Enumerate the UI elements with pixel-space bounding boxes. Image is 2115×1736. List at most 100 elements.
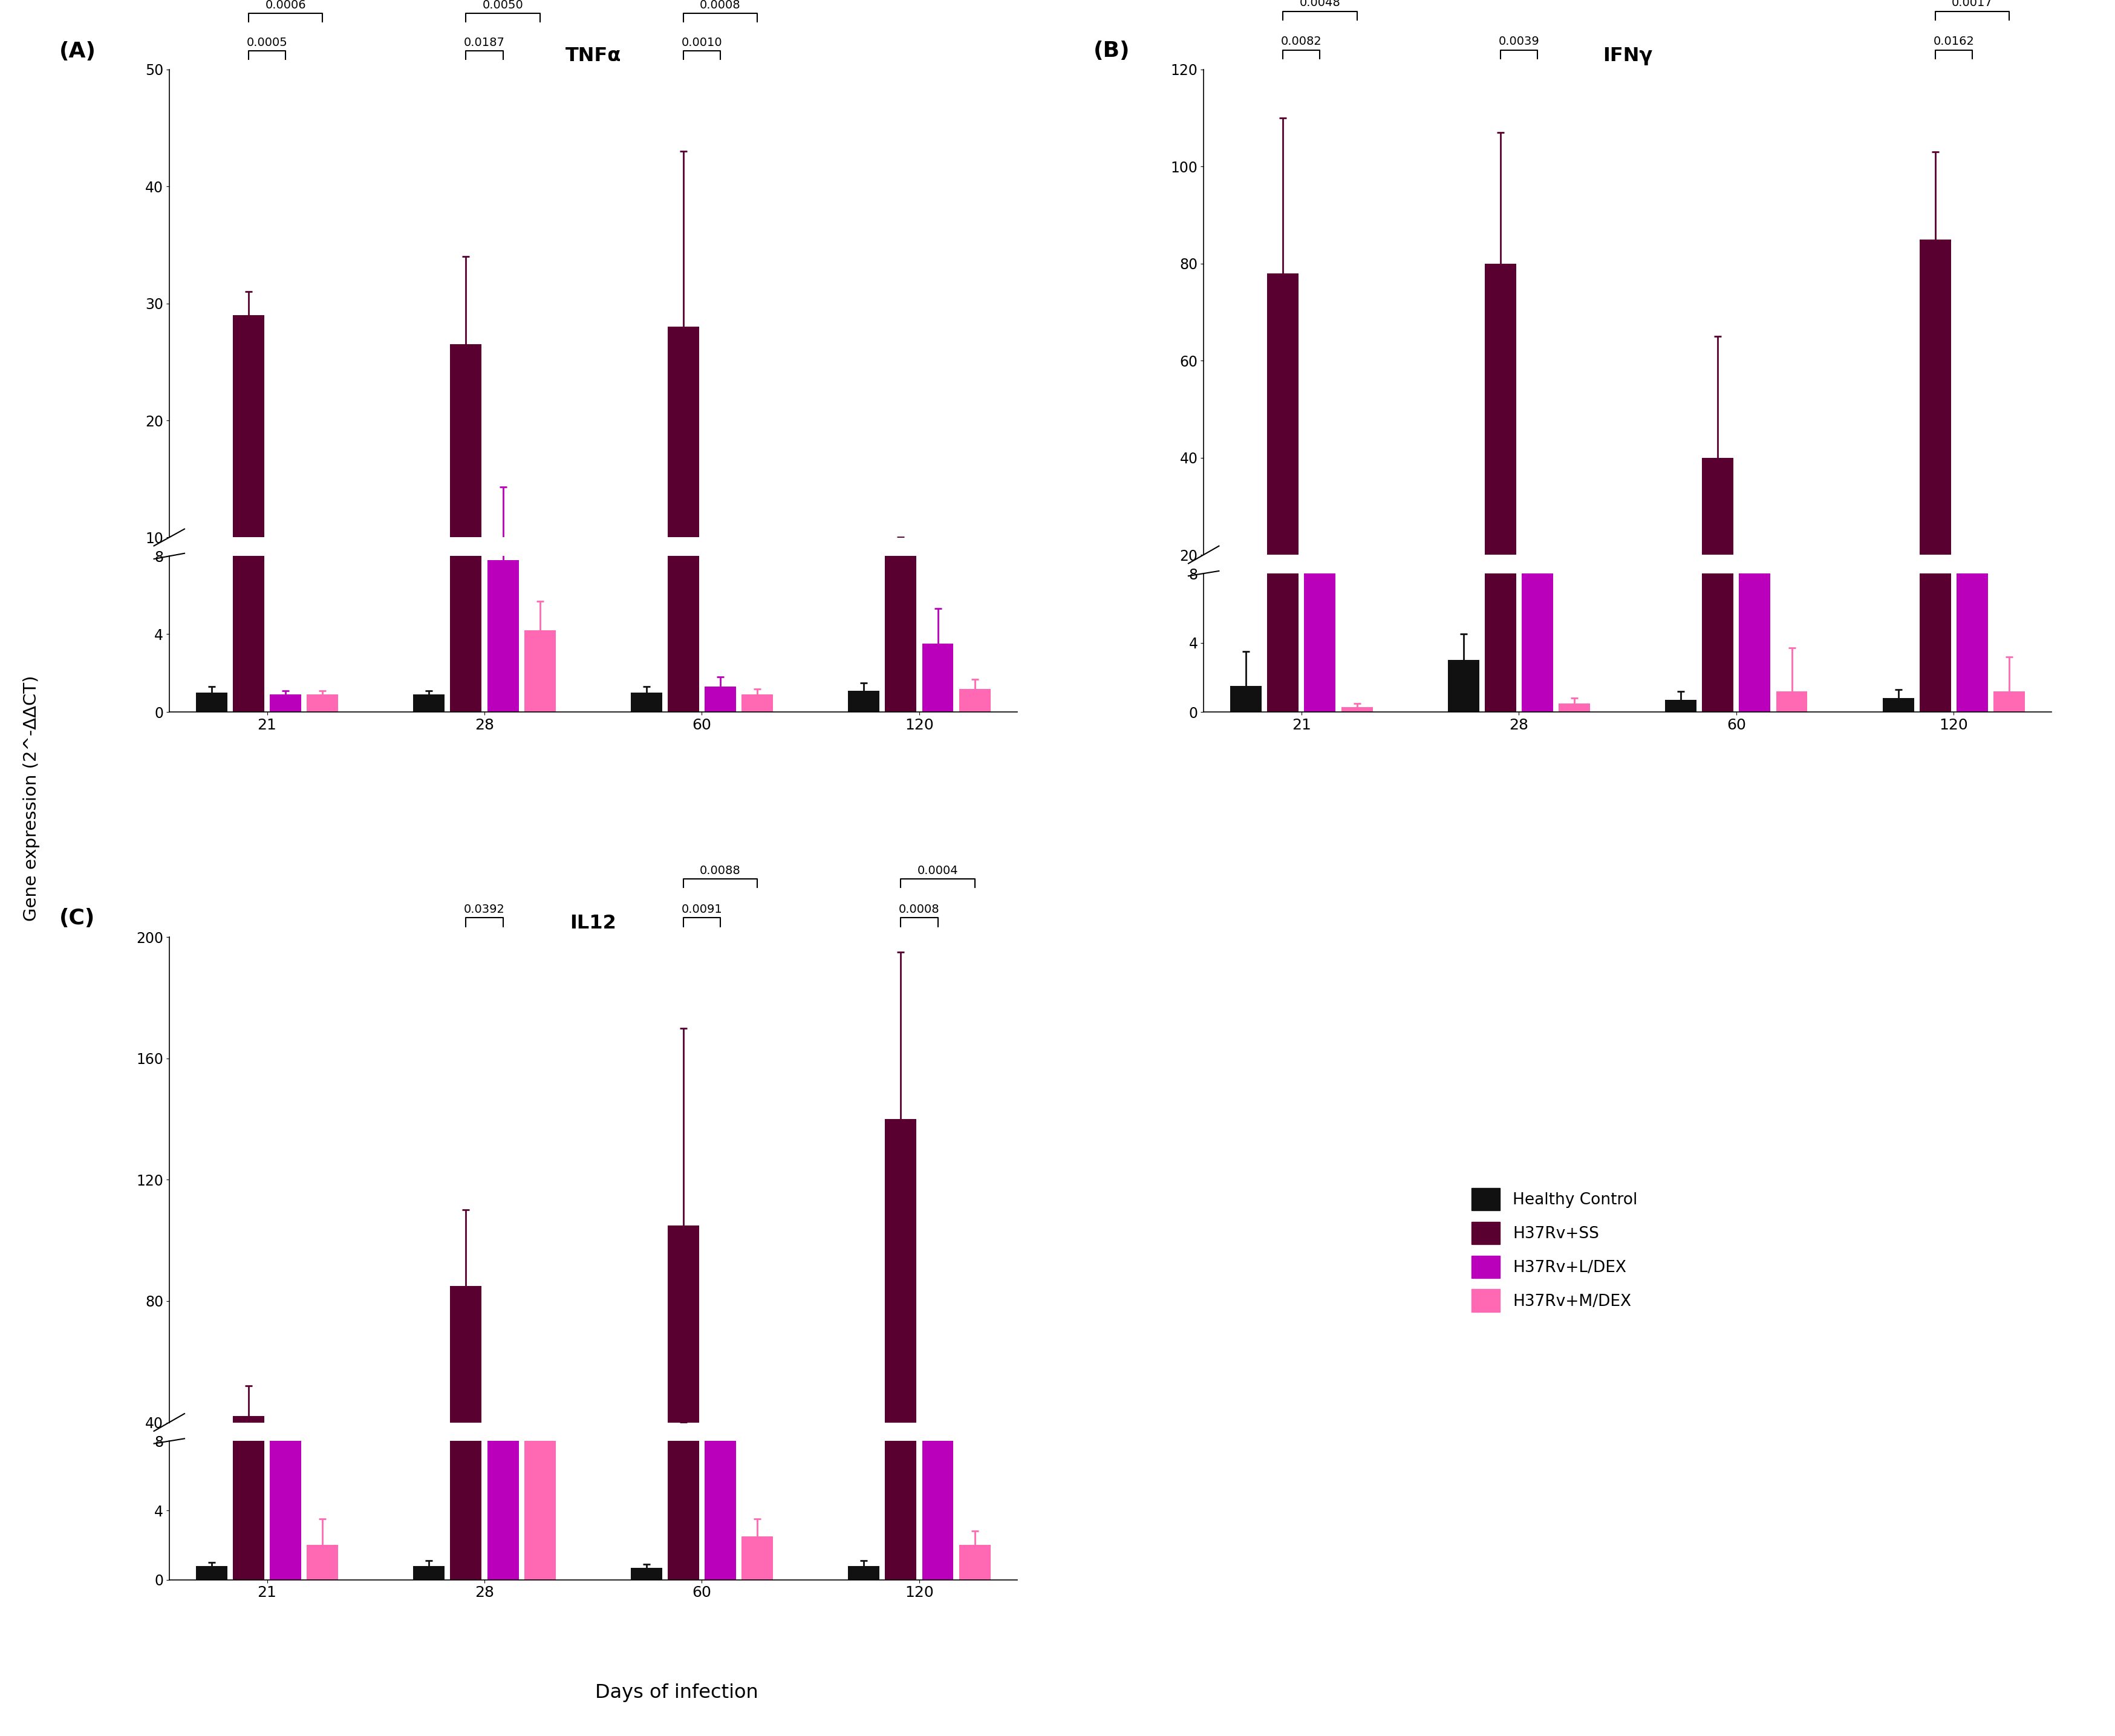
Bar bbox=[704, 1519, 736, 1543]
Bar bbox=[197, 1566, 226, 1580]
Bar bbox=[884, 543, 916, 654]
Legend: Healthy Control, H37Rv+SS, H37Rv+L/DEX, H37Rv+M/DEX: Healthy Control, H37Rv+SS, H37Rv+L/DEX, … bbox=[1464, 1180, 1645, 1319]
Text: 0.0005: 0.0005 bbox=[247, 36, 288, 49]
Bar bbox=[1994, 691, 2024, 712]
Bar bbox=[1777, 646, 1808, 651]
Title: IFNγ: IFNγ bbox=[1603, 47, 1652, 66]
Bar bbox=[958, 1538, 990, 1543]
Text: 0.0050: 0.0050 bbox=[482, 0, 522, 10]
Bar bbox=[630, 693, 662, 712]
Text: (A): (A) bbox=[59, 42, 95, 62]
Bar bbox=[271, 1519, 300, 1543]
Bar bbox=[1305, 613, 1337, 651]
Bar bbox=[1485, 0, 1516, 712]
Bar bbox=[884, 1120, 916, 1543]
Text: 0.0017: 0.0017 bbox=[1952, 0, 1992, 9]
Bar bbox=[742, 694, 772, 712]
Text: 0.0004: 0.0004 bbox=[918, 865, 958, 877]
Bar bbox=[668, 326, 700, 654]
Bar bbox=[668, 0, 700, 1580]
Title: IL12: IL12 bbox=[569, 915, 615, 932]
Bar bbox=[412, 1566, 444, 1580]
Bar bbox=[1703, 19, 1734, 712]
Bar bbox=[1449, 637, 1478, 651]
Bar bbox=[742, 1536, 772, 1543]
Bar bbox=[922, 644, 954, 712]
Text: Days of infection: Days of infection bbox=[594, 1684, 759, 1701]
Bar bbox=[848, 642, 880, 654]
Bar bbox=[1920, 0, 1950, 712]
Bar bbox=[486, 562, 518, 654]
Bar bbox=[922, 1441, 954, 1580]
Text: 0.0010: 0.0010 bbox=[681, 36, 723, 49]
Bar bbox=[1231, 686, 1263, 712]
Bar bbox=[742, 644, 772, 654]
Bar bbox=[668, 167, 700, 712]
Bar bbox=[704, 687, 736, 712]
Bar bbox=[1703, 458, 1734, 651]
Bar bbox=[1521, 613, 1552, 651]
Bar bbox=[1341, 707, 1373, 712]
Text: 0.0091: 0.0091 bbox=[681, 903, 723, 915]
Bar bbox=[1267, 0, 1299, 712]
Text: 0.0392: 0.0392 bbox=[463, 903, 505, 915]
Bar bbox=[1665, 700, 1696, 712]
Text: (C): (C) bbox=[59, 908, 95, 929]
Bar bbox=[525, 1519, 556, 1543]
Bar bbox=[884, 528, 916, 712]
Bar bbox=[412, 1542, 444, 1543]
Bar bbox=[233, 1417, 264, 1543]
Text: 0.0187: 0.0187 bbox=[463, 36, 505, 49]
Bar bbox=[233, 852, 264, 1580]
Bar bbox=[630, 1568, 662, 1580]
Text: 0.0162: 0.0162 bbox=[1933, 36, 1973, 47]
Bar bbox=[1559, 703, 1590, 712]
Bar bbox=[197, 642, 226, 654]
Bar bbox=[486, 561, 518, 712]
Text: 0.0008: 0.0008 bbox=[700, 0, 740, 10]
Bar bbox=[307, 1538, 338, 1543]
Text: (B): (B) bbox=[1093, 40, 1129, 61]
Text: 0.0006: 0.0006 bbox=[264, 0, 307, 10]
Bar bbox=[412, 694, 444, 712]
Bar bbox=[450, 106, 482, 1580]
Bar bbox=[884, 0, 916, 1580]
Bar bbox=[1956, 613, 1988, 651]
Bar bbox=[1920, 240, 1950, 651]
Bar bbox=[1449, 660, 1478, 712]
Bar bbox=[922, 1519, 954, 1543]
Bar bbox=[1882, 648, 1914, 651]
Bar bbox=[450, 196, 482, 712]
Bar bbox=[271, 694, 300, 712]
Title: TNFα: TNFα bbox=[565, 47, 622, 66]
Bar bbox=[742, 1536, 772, 1580]
Bar bbox=[1267, 273, 1299, 651]
Bar bbox=[525, 630, 556, 712]
Text: 0.0039: 0.0039 bbox=[1497, 36, 1540, 47]
Bar bbox=[704, 639, 736, 654]
Bar bbox=[1559, 649, 1590, 651]
Bar bbox=[848, 691, 880, 712]
Bar bbox=[450, 344, 482, 654]
Bar bbox=[1777, 691, 1808, 712]
Bar bbox=[1994, 646, 2024, 651]
Bar bbox=[1882, 698, 1914, 712]
Text: 0.0088: 0.0088 bbox=[700, 865, 740, 877]
Bar bbox=[848, 1566, 880, 1580]
Bar bbox=[525, 606, 556, 654]
Bar bbox=[486, 1441, 518, 1580]
Bar bbox=[630, 1542, 662, 1543]
Bar bbox=[271, 644, 300, 654]
Bar bbox=[525, 1441, 556, 1580]
Bar bbox=[197, 1542, 226, 1543]
Text: 0.0048: 0.0048 bbox=[1299, 0, 1341, 9]
Bar bbox=[450, 1286, 482, 1543]
Bar bbox=[848, 1542, 880, 1543]
Bar bbox=[412, 644, 444, 654]
Text: 0.0008: 0.0008 bbox=[899, 903, 939, 915]
Bar bbox=[307, 1545, 338, 1580]
Bar bbox=[1305, 573, 1337, 712]
Bar bbox=[233, 316, 264, 654]
Bar bbox=[922, 613, 954, 654]
Bar bbox=[1739, 573, 1770, 712]
